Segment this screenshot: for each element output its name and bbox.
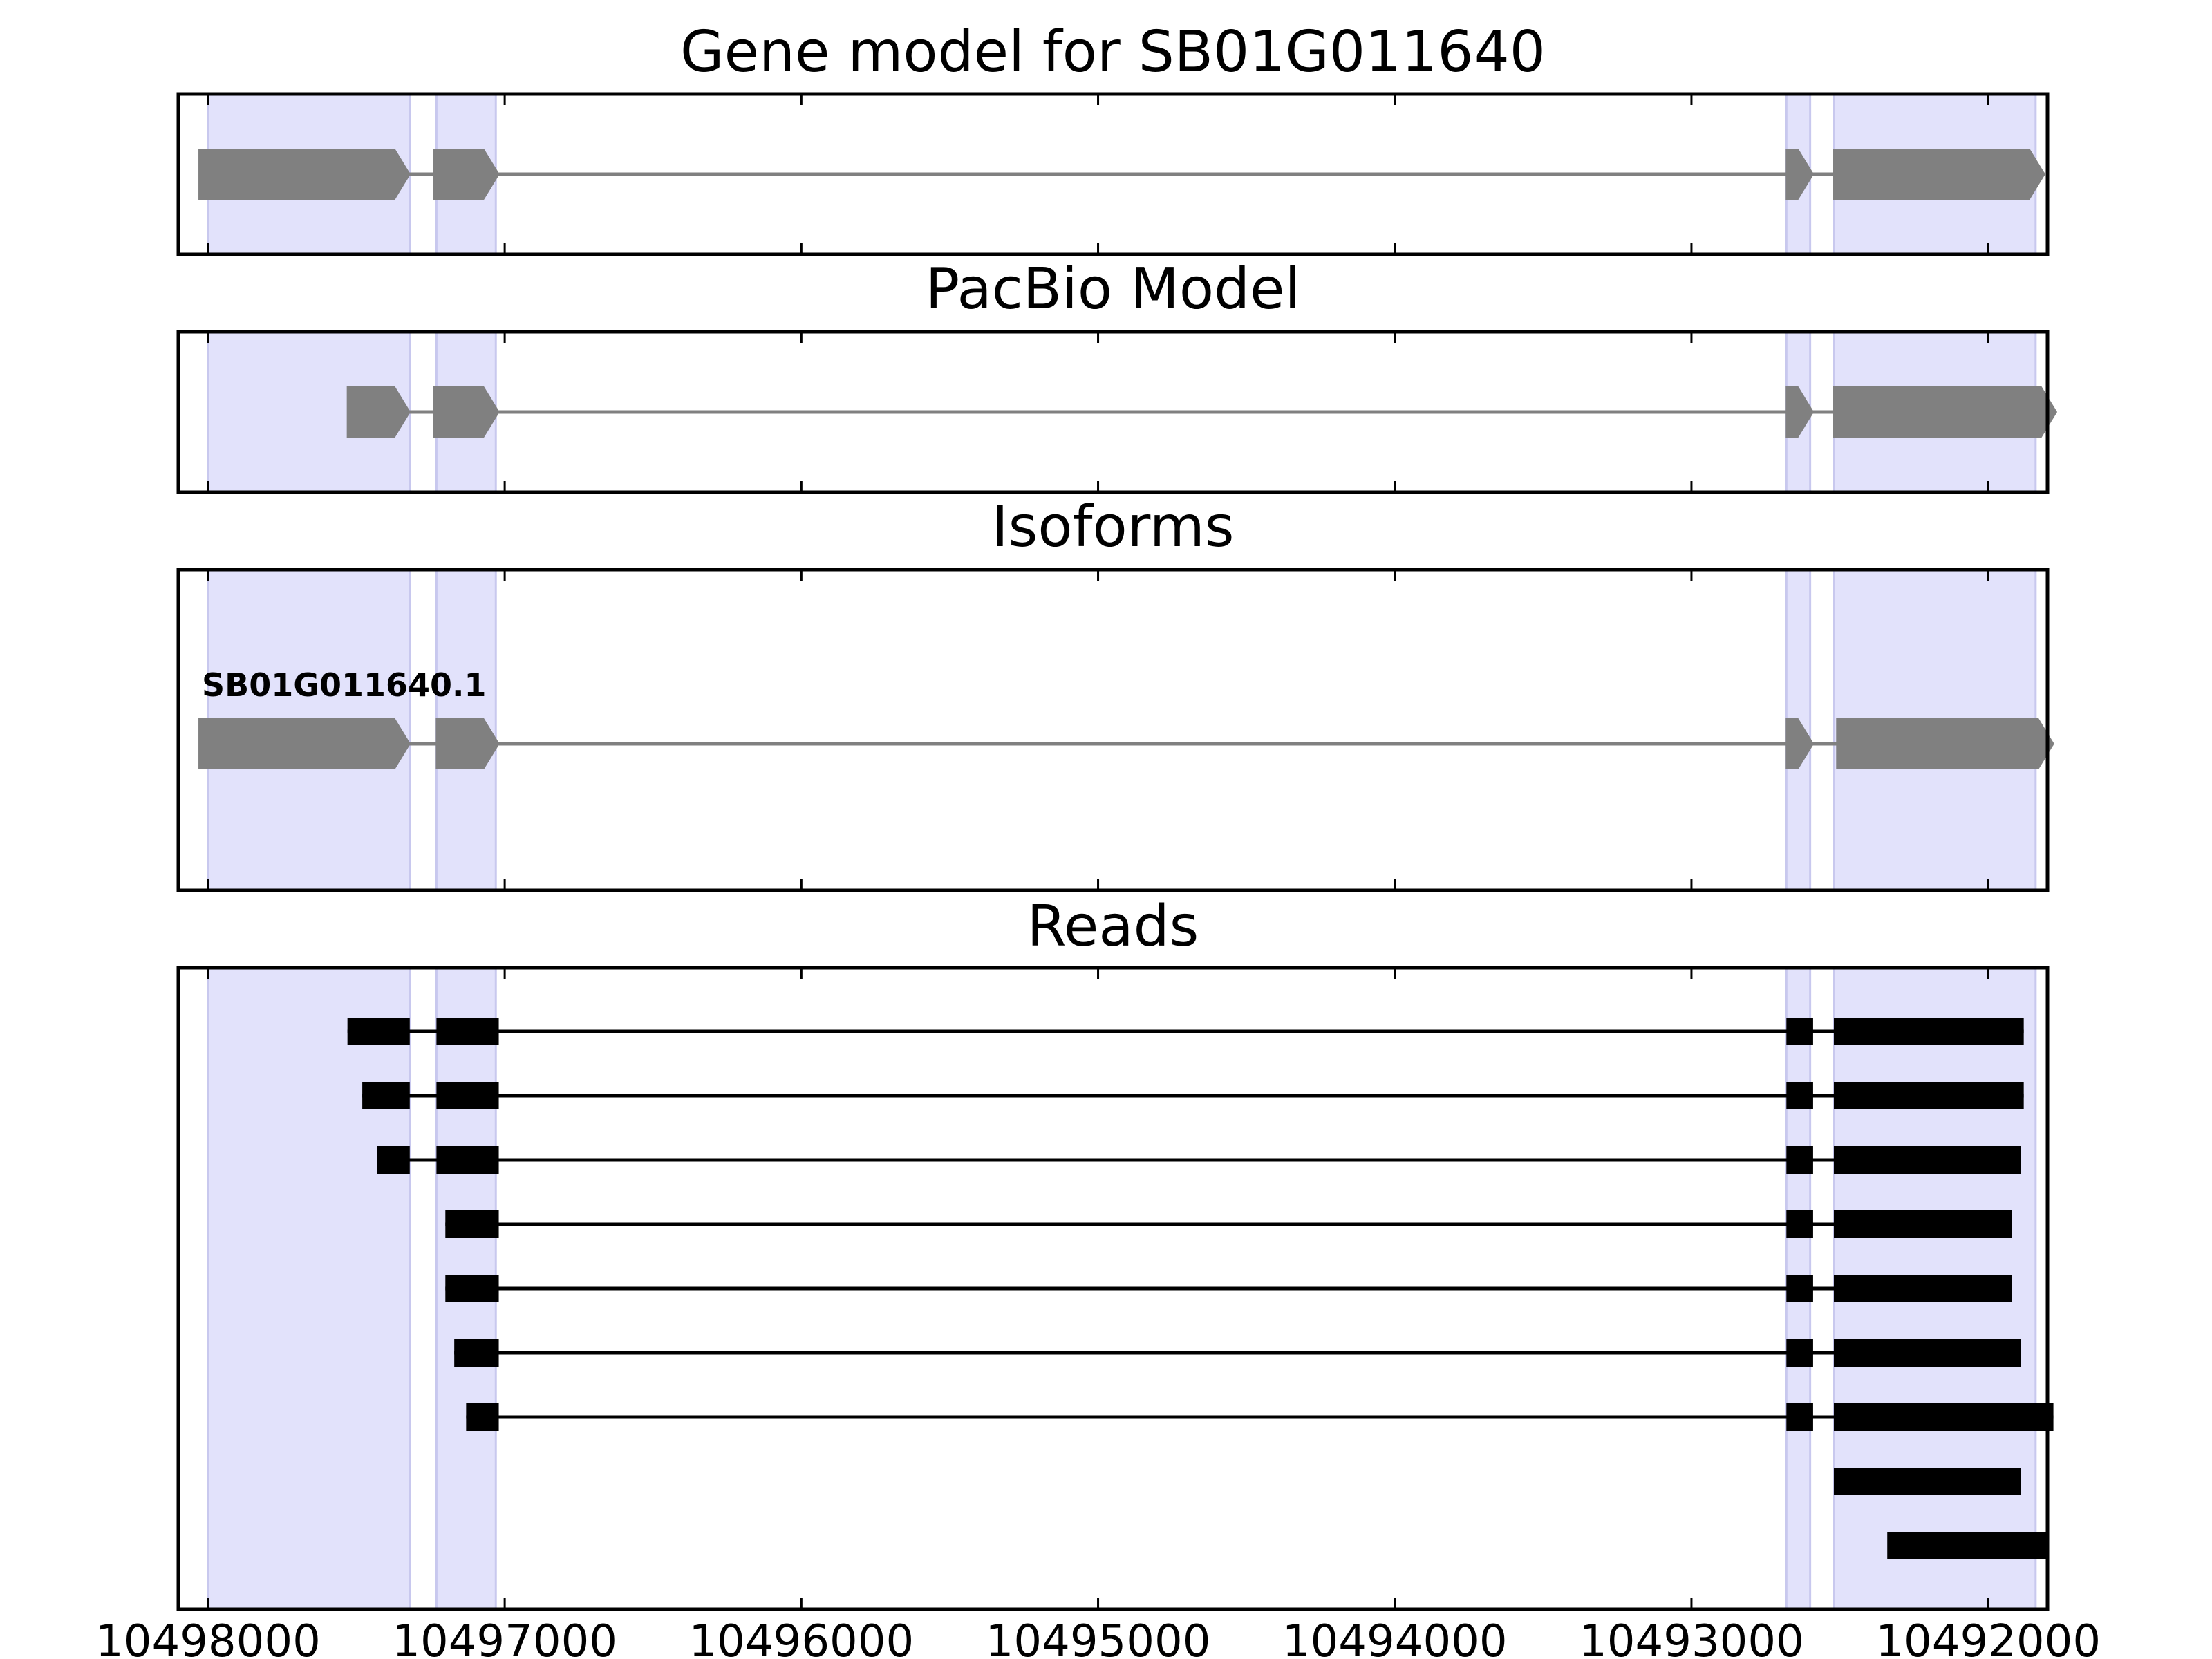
- x-tick-label: 10493000: [1579, 1616, 1804, 1659]
- exon-block: [1833, 386, 2058, 438]
- exon-block: [435, 718, 500, 769]
- exon-block: [346, 386, 411, 438]
- panel-frame: [176, 568, 2050, 892]
- exon-block: [433, 149, 500, 200]
- x-tick-label: 10492000: [1875, 1616, 2101, 1659]
- panel-1: PacBio Model: [176, 256, 2058, 494]
- exon-block: [198, 718, 411, 769]
- read-block: [1887, 1532, 2047, 1559]
- exon-block: [433, 386, 500, 438]
- x-axis: 10498000 10497000 10496000 10495000 10494000…: [95, 1616, 2101, 1659]
- read-block: [347, 1018, 410, 1045]
- x-tick-label: 10498000: [95, 1616, 321, 1659]
- panel-title: Reads: [1027, 894, 1199, 959]
- read-block: [1786, 1210, 1813, 1238]
- x-tick-label: 10494000: [1282, 1616, 1508, 1659]
- read-block: [445, 1210, 499, 1238]
- x-tick-label: 10497000: [392, 1616, 617, 1659]
- read-block: [466, 1403, 499, 1431]
- x-tick-label: 10495000: [986, 1616, 1211, 1659]
- exon-block: [1785, 718, 1815, 769]
- exon-block: [1785, 149, 1815, 200]
- read-block: [1833, 1339, 2021, 1367]
- exon-block: [1836, 718, 2054, 769]
- panel-frame: [176, 92, 2050, 256]
- read-block: [1833, 1403, 2054, 1431]
- x-tick-label: 10496000: [688, 1616, 914, 1659]
- exon-block: [198, 149, 411, 200]
- read-block: [1786, 1018, 1813, 1045]
- exon-block: [1833, 149, 2045, 200]
- exon-highlight-band: [207, 966, 411, 1611]
- read-block: [436, 1146, 499, 1174]
- panel-title: PacBio Model: [926, 256, 1301, 322]
- read-block: [1833, 1018, 2024, 1045]
- panel-2: SB01G011640.1 Isoforms: [176, 494, 2054, 892]
- exon-block: [1785, 386, 1815, 438]
- panel-frame: [176, 966, 2050, 1611]
- read-block: [436, 1018, 499, 1045]
- panel-0: Gene model for SB01G011640: [176, 19, 2050, 256]
- read-block: [1786, 1403, 1813, 1431]
- read-block: [1786, 1082, 1813, 1109]
- panel-title: Isoforms: [992, 494, 1235, 560]
- read-block: [1833, 1210, 2012, 1238]
- read-block: [1833, 1082, 2024, 1109]
- read-block: [362, 1082, 410, 1109]
- read-block: [454, 1339, 499, 1367]
- read-block: [1786, 1275, 1813, 1302]
- read-block: [436, 1082, 499, 1109]
- read-block: [1833, 1275, 2012, 1302]
- read-block: [1833, 1468, 2021, 1495]
- read-block: [377, 1146, 410, 1174]
- read-block: [445, 1275, 499, 1302]
- panel-title: Gene model for SB01G011640: [680, 19, 1546, 85]
- panel-frame: [176, 330, 2050, 494]
- read-block: [1786, 1339, 1813, 1367]
- isoform-label: SB01G011640.1: [202, 666, 486, 704]
- panels-layer: Gene model for SB01G011640 PacBio Model SB…: [176, 19, 2058, 1611]
- read-block: [1833, 1146, 2021, 1174]
- read-block: [1786, 1146, 1813, 1174]
- panel-3: Reads: [176, 894, 2054, 1611]
